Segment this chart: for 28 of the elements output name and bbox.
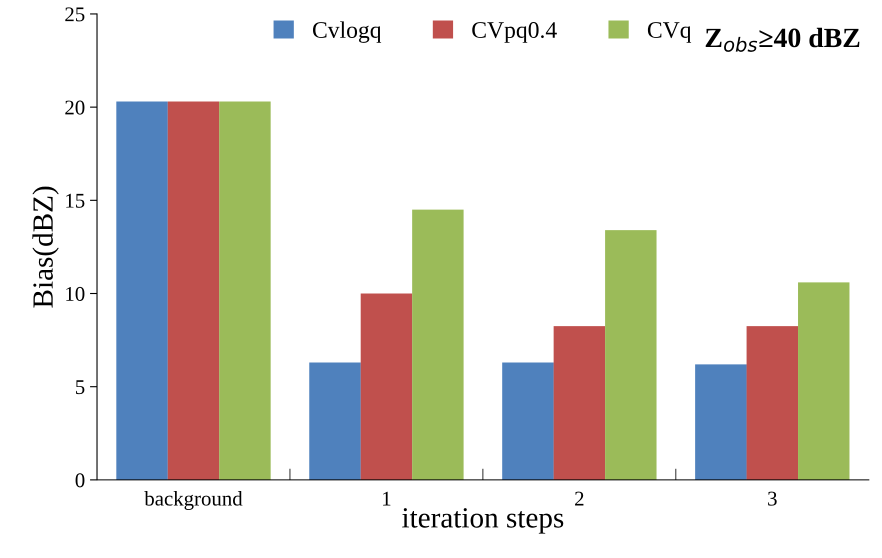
legend-label: CVq [648, 22, 692, 43]
x-tick-label: background [144, 490, 242, 510]
y-axis-title: Bias(dBZ) [32, 186, 59, 308]
y-tick-label: 15 [66, 194, 84, 208]
bar [168, 102, 220, 480]
bar [309, 362, 361, 480]
y-tick-label: 5 [76, 380, 84, 394]
x-tick-label: 2 [575, 492, 584, 506]
x-tick-label: 3 [768, 492, 777, 506]
x-axis-title: iteration steps [402, 508, 564, 534]
bar [746, 326, 798, 480]
bar [116, 102, 168, 480]
legend-label: Cvlogq [313, 21, 382, 43]
bar [605, 230, 657, 480]
bar [360, 294, 412, 480]
bar [412, 210, 464, 480]
bar [502, 362, 554, 480]
bar [219, 102, 271, 480]
annotation: Z$_{obs}$≥40 dBZ [706, 28, 860, 52]
x-tick-label: 1 [383, 492, 390, 506]
y-tick-label: 0 [76, 473, 84, 488]
y-tick-label: 25 [65, 7, 84, 22]
y-tick-label: 20 [65, 100, 84, 115]
y-tick-label: 10 [66, 286, 84, 301]
legend-label: CVpq0.4 [472, 22, 557, 43]
bar [695, 364, 747, 480]
bar [554, 326, 606, 480]
bar [798, 282, 850, 480]
